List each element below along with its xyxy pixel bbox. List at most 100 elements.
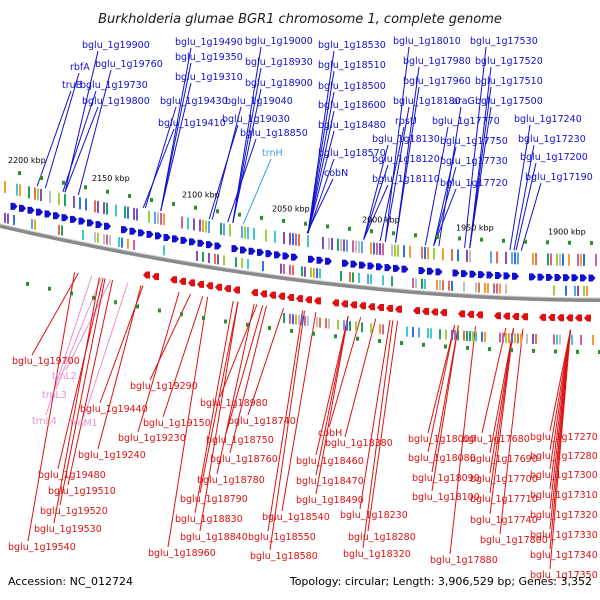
forward-gene-label: bglu_1g19760 bbox=[95, 59, 163, 70]
forward-gene-arrow bbox=[282, 252, 290, 260]
label-connector bbox=[97, 285, 142, 450]
feature-block bbox=[241, 258, 243, 269]
scale-tick-label: 1900 kbp bbox=[548, 227, 586, 236]
marker bbox=[348, 226, 351, 231]
marker bbox=[546, 240, 549, 245]
feature-block bbox=[370, 274, 372, 285]
feature-block bbox=[379, 243, 381, 256]
forward-gene-label: bglu_1g18130 bbox=[372, 134, 440, 145]
feature-block bbox=[289, 264, 291, 275]
feature-block bbox=[379, 324, 381, 335]
marker bbox=[180, 312, 183, 317]
feature-block bbox=[274, 230, 276, 243]
label-connector bbox=[62, 90, 97, 193]
scale-tick-label: 2100 kbp bbox=[182, 191, 220, 200]
forward-gene-arrow bbox=[214, 242, 222, 250]
reverse-gene-arrow bbox=[584, 314, 591, 322]
feature-block bbox=[16, 183, 18, 196]
feature-block bbox=[457, 249, 459, 262]
reverse-gene-label: bglu_1g19290 bbox=[130, 381, 198, 392]
marker bbox=[422, 342, 425, 347]
reverse-gene-label: bglu_1g17310 bbox=[530, 490, 598, 501]
feature-block bbox=[577, 285, 579, 296]
forward-gene-arrow bbox=[418, 267, 426, 275]
feature-block bbox=[283, 313, 285, 324]
feature-block bbox=[205, 220, 207, 233]
forward-gene-label: bglu_1g19800 bbox=[82, 96, 150, 107]
feature-block bbox=[148, 210, 150, 223]
feature-block bbox=[574, 285, 576, 296]
genome-backbone bbox=[0, 224, 600, 302]
forward-gene-arrow bbox=[435, 268, 443, 276]
feature-block bbox=[475, 331, 477, 342]
marker bbox=[268, 325, 271, 330]
feature-block bbox=[58, 224, 60, 235]
reverse-gene-arrow bbox=[314, 297, 321, 305]
label-connector bbox=[384, 46, 410, 242]
feature-block bbox=[19, 184, 21, 197]
feature-block bbox=[481, 331, 483, 342]
feature-block bbox=[466, 330, 468, 341]
forward-gene-label: rbfA bbox=[70, 62, 90, 73]
label-connector bbox=[363, 184, 389, 240]
label-connector bbox=[306, 178, 334, 234]
label-connector bbox=[67, 279, 114, 486]
label-connector bbox=[160, 62, 192, 212]
feature-block bbox=[223, 223, 225, 236]
label-connector bbox=[328, 317, 362, 428]
forward-gene-arrow bbox=[44, 210, 52, 218]
feature-block bbox=[496, 283, 498, 294]
reverse-gene-label: bglu_1g18830 bbox=[175, 514, 243, 525]
forward-gene-label: truB bbox=[62, 80, 82, 91]
forward-gene-arrow bbox=[95, 221, 103, 229]
marker bbox=[62, 180, 65, 185]
forward-gene-label: trnH bbox=[262, 148, 283, 159]
label-connector bbox=[194, 300, 234, 514]
forward-gene-label: bglu_1g19310 bbox=[175, 72, 243, 83]
feature-block bbox=[283, 264, 285, 275]
label-connector bbox=[359, 320, 391, 510]
feature-block bbox=[346, 320, 348, 331]
feature-block bbox=[358, 240, 360, 253]
label-connector bbox=[431, 325, 459, 492]
feature-block bbox=[517, 252, 519, 265]
feature-block bbox=[508, 333, 510, 344]
feature-block bbox=[301, 315, 303, 326]
marker bbox=[290, 328, 293, 333]
marker bbox=[598, 349, 600, 354]
feature-block bbox=[280, 263, 282, 274]
reverse-gene-label: bglu_1g18740 bbox=[228, 416, 296, 427]
forward-gene-arrow bbox=[19, 204, 26, 212]
reverse-gene-arrow bbox=[413, 307, 420, 315]
feature-block bbox=[181, 216, 183, 229]
reverse-gene-label: cobH bbox=[318, 428, 342, 439]
forward-gene-arrow bbox=[495, 271, 502, 279]
label-connector bbox=[160, 47, 192, 212]
feature-block bbox=[187, 217, 189, 230]
marker bbox=[510, 348, 513, 353]
label-connector bbox=[433, 166, 457, 246]
forward-gene-arrow bbox=[554, 274, 562, 282]
forward-gene-label: bglu_1g17980 bbox=[403, 56, 471, 67]
label-connector bbox=[27, 272, 76, 542]
reverse-gene-label: bglu_1g17270 bbox=[530, 432, 598, 443]
feature-block bbox=[31, 219, 33, 230]
feature-block bbox=[283, 232, 285, 245]
feature-block bbox=[514, 333, 516, 344]
feature-block bbox=[202, 251, 204, 262]
reverse-gene-arrow bbox=[206, 282, 213, 290]
feature-block bbox=[208, 252, 210, 263]
reverse-gene-label: bglu_1g17690 bbox=[470, 454, 538, 465]
forward-gene-arrow bbox=[401, 265, 409, 273]
forward-gene-label: bglu_1g18930 bbox=[245, 57, 313, 68]
feature-block bbox=[28, 186, 30, 199]
feature-block bbox=[217, 254, 219, 265]
marker bbox=[202, 315, 205, 320]
feature-block bbox=[532, 333, 534, 344]
feature-block bbox=[289, 232, 291, 245]
reverse-gene-label: bglu_1g17700 bbox=[470, 474, 538, 485]
feature-block bbox=[514, 252, 516, 265]
reverse-gene-arrow bbox=[575, 314, 582, 322]
feature-block bbox=[352, 240, 354, 253]
reverse-gene-arrow bbox=[503, 312, 510, 320]
